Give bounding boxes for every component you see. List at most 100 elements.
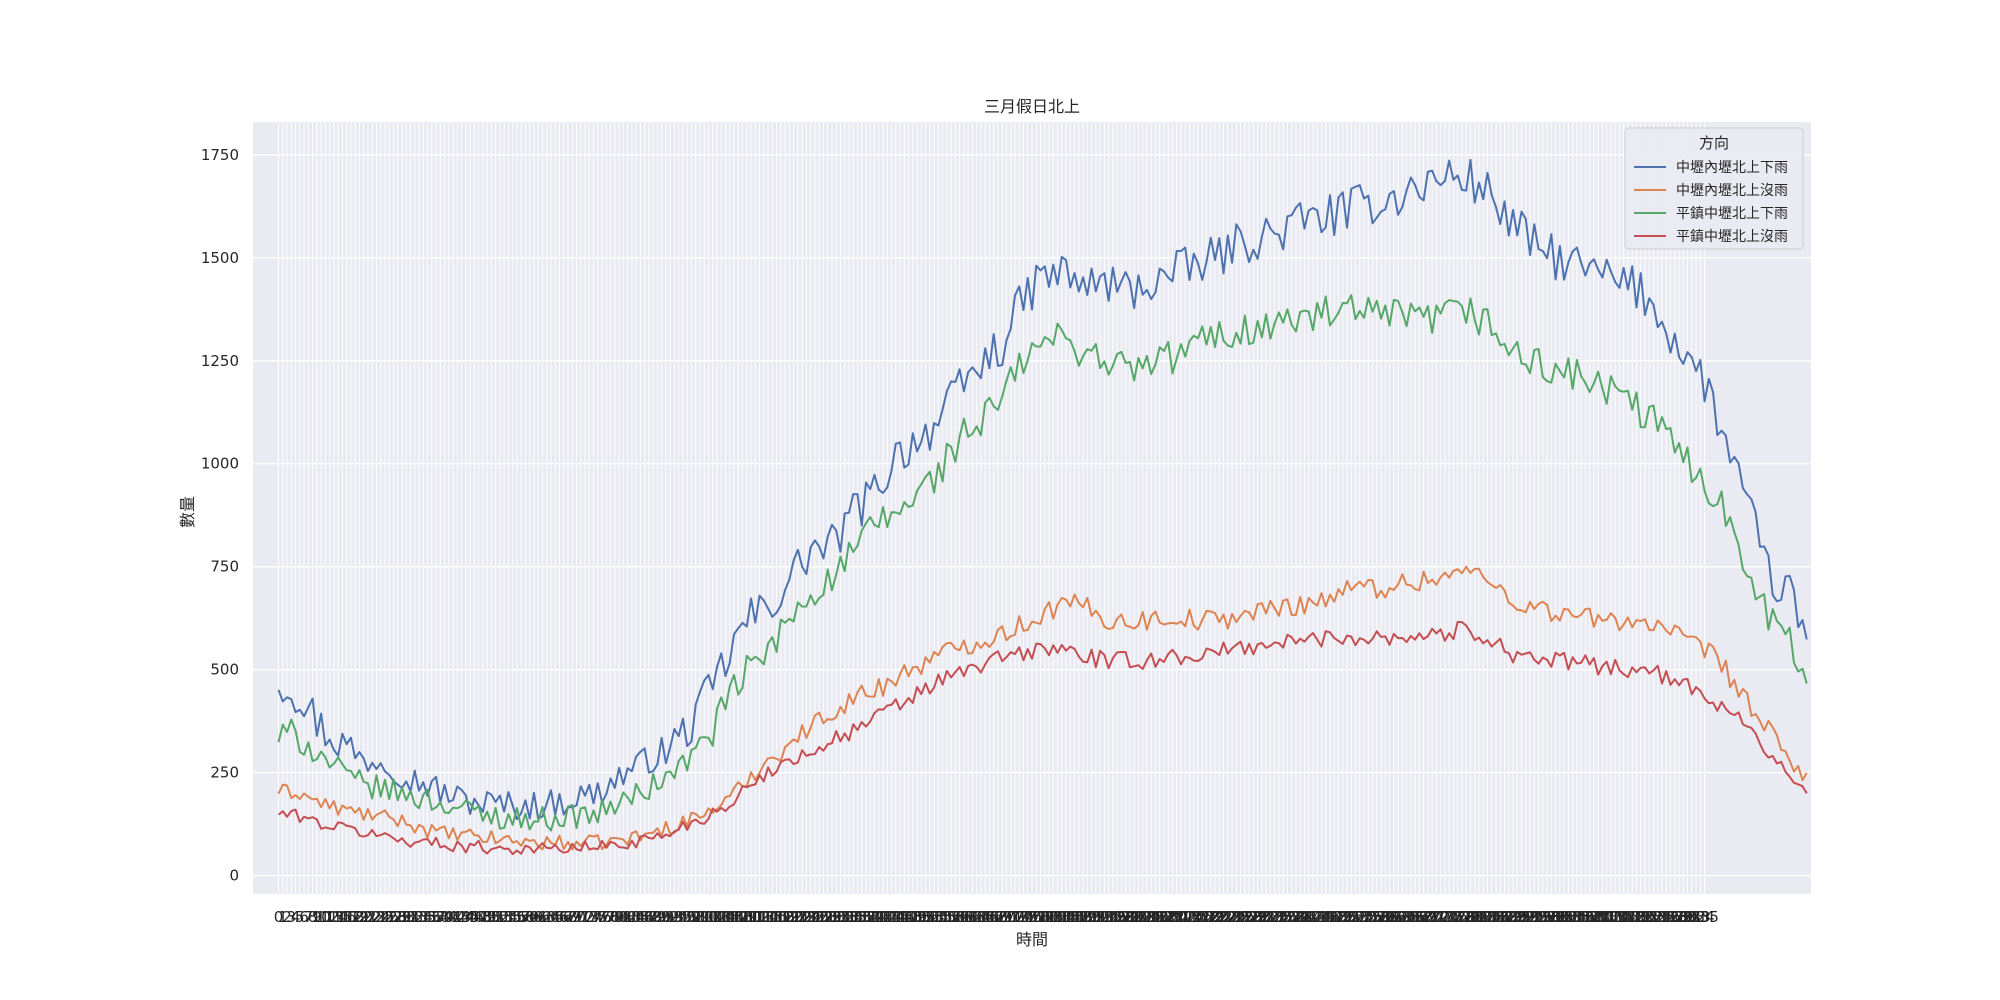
- x-tick-label: 192: [1082, 908, 1111, 926]
- x-tick-label: 22: [363, 908, 382, 926]
- x-tick-label: 28: [388, 908, 407, 926]
- x-tick-label: 78: [601, 908, 620, 926]
- x-tick-label: 140: [860, 908, 889, 926]
- series-line-4: [277, 620, 1808, 856]
- x-tick-label: 149: [898, 908, 927, 926]
- x-tick-label: 212: [1167, 908, 1196, 926]
- x-tick-label: 289: [1494, 908, 1523, 926]
- x-tick-label: 54: [499, 908, 518, 926]
- x-tick-label: 126: [801, 908, 830, 926]
- x-tick-label: 232: [1252, 908, 1281, 926]
- x-tick-label: 271: [1418, 908, 1447, 926]
- x-tick-label: 75: [588, 908, 607, 926]
- x-tick-label: 180: [1030, 908, 1059, 926]
- x-tick-label: 217: [1188, 908, 1217, 926]
- x-tick-label: 298: [1533, 908, 1562, 926]
- x-tick-label: 269: [1409, 908, 1438, 926]
- x-tick-label: 311: [1588, 908, 1617, 926]
- x-tick-label: 92: [661, 908, 680, 926]
- x-tick-label: 169: [984, 908, 1013, 926]
- x-tick-label: 57: [512, 908, 531, 926]
- x-tick-label: 242: [1294, 908, 1323, 926]
- x-tick-label: 265: [1392, 908, 1421, 926]
- x-tick-label: 323: [1639, 908, 1668, 926]
- x-tick-label: 188: [1065, 908, 1094, 926]
- x-tick-label: 33: [409, 908, 428, 926]
- x-tick-label: 119: [771, 908, 800, 926]
- x-tick-label: 141: [864, 908, 893, 926]
- x-tick-label: 270: [1414, 908, 1443, 926]
- x-tick-label: 214: [1175, 908, 1204, 926]
- x-tick-label: 249: [1324, 908, 1353, 926]
- x-tick-label: 110: [732, 908, 761, 926]
- series-lines: [277, 158, 1808, 856]
- x-tick-label: 113: [745, 908, 774, 926]
- x-tick-labels: 0123456789101112131415161718192021222324…: [274, 908, 1719, 926]
- x-tick-label: 309: [1580, 908, 1609, 926]
- x-tick-label: 14: [329, 908, 348, 926]
- x-tick-label: 313: [1597, 908, 1626, 926]
- x-tick-label: 291: [1503, 908, 1532, 926]
- x-tick-label: 81: [614, 908, 633, 926]
- x-tick-label: 103: [703, 908, 732, 926]
- x-tick-label: 158: [937, 908, 966, 926]
- x-tick-label: 102: [698, 908, 727, 926]
- x-tick-label: 20: [354, 908, 373, 926]
- x-tick-label: 290: [1499, 908, 1528, 926]
- x-tick-label: 41: [444, 908, 463, 926]
- x-tick-label: 223: [1213, 908, 1242, 926]
- x-tick-label: 334: [1686, 908, 1715, 926]
- x-tick-label: 209: [1154, 908, 1183, 926]
- x-tick-label: 53: [495, 908, 514, 926]
- x-tick-label: 316: [1609, 908, 1638, 926]
- x-tick-label: 0: [274, 908, 284, 926]
- x-tick-label: 236: [1269, 908, 1298, 926]
- x-tick-label: 31: [401, 908, 420, 926]
- x-tick-label: 24: [371, 908, 390, 926]
- x-tick-label: 167: [975, 908, 1004, 926]
- x-tick-label: 122: [784, 908, 813, 926]
- x-tick-label: 205: [1137, 908, 1166, 926]
- x-tick-label: 136: [843, 908, 872, 926]
- x-tick-label: 262: [1380, 908, 1409, 926]
- y-tick-label: 1000: [201, 455, 239, 473]
- x-tick-label: 58: [516, 908, 535, 926]
- x-tick-label: 238: [1277, 908, 1306, 926]
- x-tick-label: 168: [979, 908, 1008, 926]
- x-tick-label: 32: [405, 908, 424, 926]
- x-tick-label: 190: [1073, 908, 1102, 926]
- x-tick-label: 187: [1060, 908, 1089, 926]
- x-tick-label: 227: [1231, 908, 1260, 926]
- x-tick-label: 125: [796, 908, 825, 926]
- y-tick-label: 750: [210, 558, 239, 576]
- x-tick-label: 256: [1354, 908, 1383, 926]
- x-tick-label: 94: [669, 908, 688, 926]
- x-tick-label: 36: [422, 908, 441, 926]
- x-tick-label: 243: [1299, 908, 1328, 926]
- x-tick-label: 165: [967, 908, 996, 926]
- x-tick-label: 307: [1571, 908, 1600, 926]
- x-tick-label: 6: [299, 908, 309, 926]
- x-tick-label: 335: [1690, 908, 1719, 926]
- x-tick-label: 254: [1345, 908, 1374, 926]
- x-tick-label: 76: [593, 908, 612, 926]
- x-tick-label: 184: [1047, 908, 1076, 926]
- x-tick-label: 44: [456, 908, 475, 926]
- x-tick-label: 182: [1039, 908, 1068, 926]
- x-tick-label: 326: [1652, 908, 1681, 926]
- x-tick-label: 153: [916, 908, 945, 926]
- x-tick-label: 286: [1482, 908, 1511, 926]
- x-tick-label: 13: [324, 908, 343, 926]
- legend-label: 中壢內壢北上下雨: [1676, 160, 1788, 176]
- x-tick-label: 299: [1537, 908, 1566, 926]
- y-axis-title: 數量: [178, 496, 197, 528]
- x-tick-label: 210: [1158, 908, 1187, 926]
- x-tick-label: 297: [1528, 908, 1557, 926]
- x-tick-label: 74: [584, 908, 603, 926]
- x-tick-label: 199: [1111, 908, 1140, 926]
- x-tick-label: 30: [397, 908, 416, 926]
- x-tick-label: 170: [988, 908, 1017, 926]
- x-tick-label: 86: [635, 908, 654, 926]
- x-tick-label: 82: [618, 908, 637, 926]
- x-tick-label: 83: [622, 908, 641, 926]
